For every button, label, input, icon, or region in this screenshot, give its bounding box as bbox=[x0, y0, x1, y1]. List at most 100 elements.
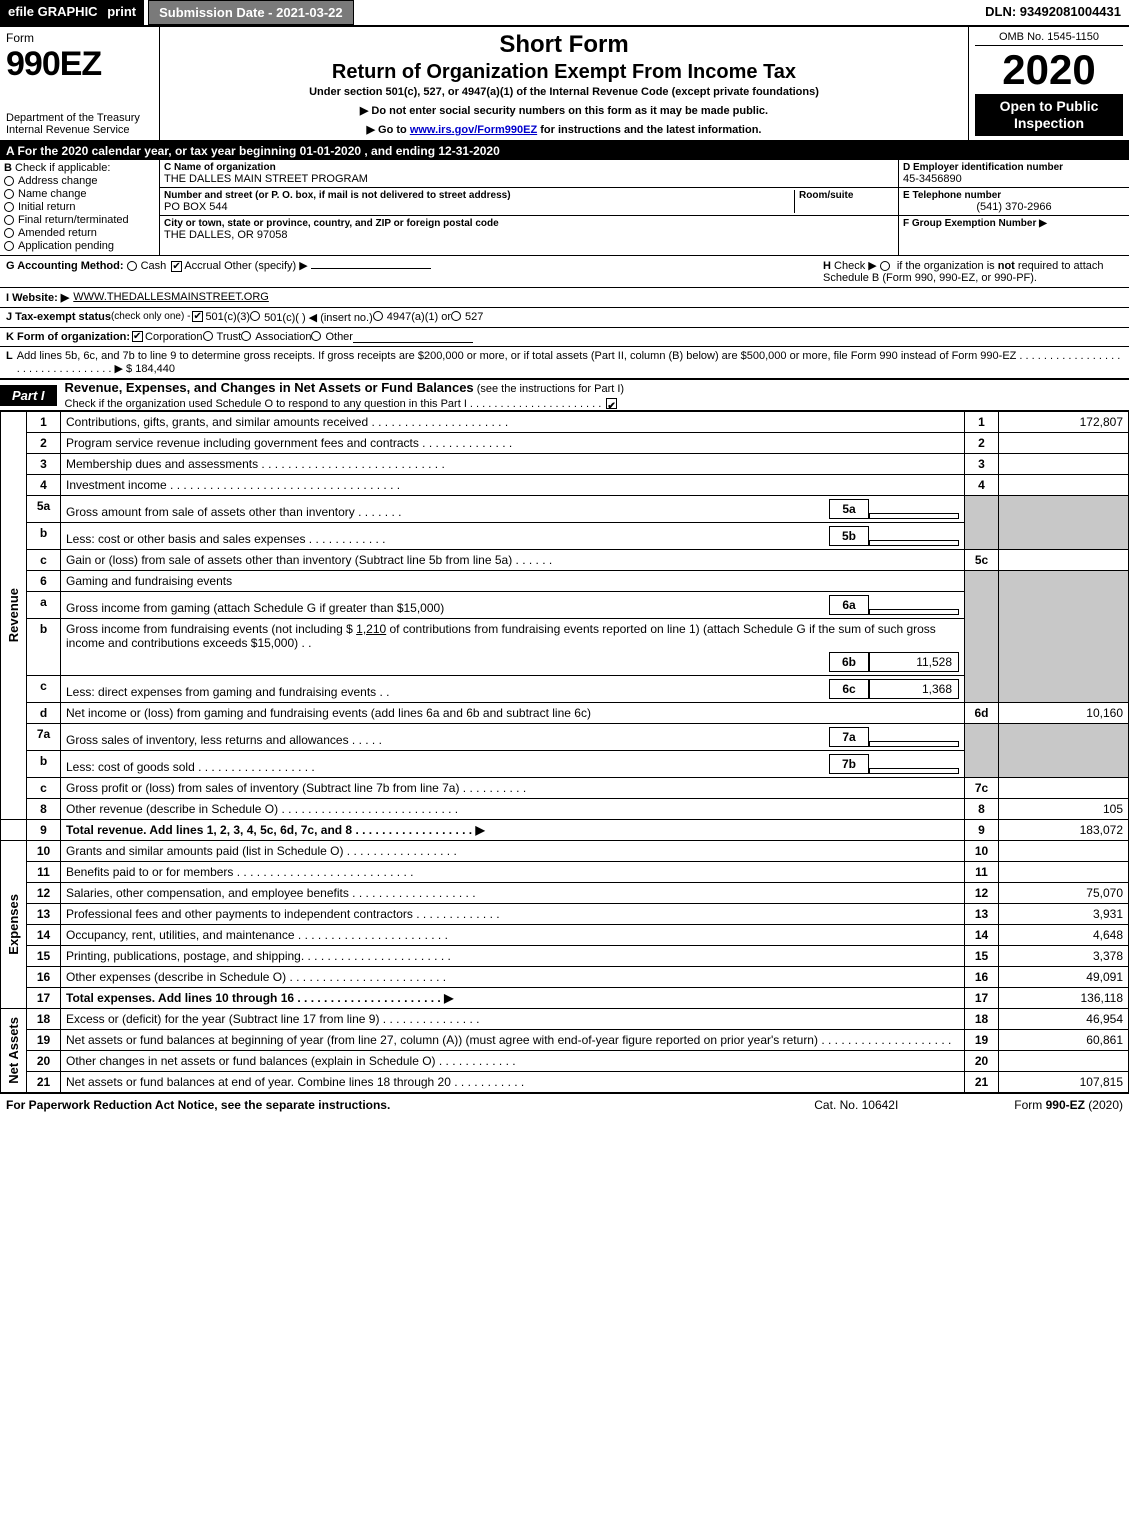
l6a-inner-amt bbox=[869, 609, 959, 615]
l7-shade bbox=[965, 724, 999, 778]
omb-number: OMB No. 1545-1150 bbox=[975, 31, 1123, 46]
l15-box: 15 bbox=[965, 946, 999, 967]
row-g-h: G Accounting Method: Cash Accrual Other … bbox=[0, 256, 1129, 288]
l5ab-shade-amt bbox=[999, 496, 1129, 550]
l5a-desc: Gross amount from sale of assets other t… bbox=[61, 496, 965, 523]
chk-address-change[interactable]: Address change bbox=[4, 175, 155, 187]
l13-num: 13 bbox=[27, 904, 61, 925]
h-text1: Check ▶ bbox=[834, 260, 880, 272]
j-label: J Tax-exempt status bbox=[6, 311, 111, 324]
l7-shade-amt bbox=[999, 724, 1129, 778]
c-name-label: C Name of organization bbox=[164, 162, 894, 173]
chk-other-org[interactable] bbox=[311, 331, 321, 341]
chk-final-return[interactable]: Final return/terminated bbox=[4, 214, 155, 226]
l6b-contrib-amt: 1,210 bbox=[356, 622, 386, 636]
irs-link[interactable]: www.irs.gov/Form990EZ bbox=[410, 124, 537, 136]
l5b-num: b bbox=[27, 523, 61, 550]
l1-desc: Contributions, gifts, grants, and simila… bbox=[61, 412, 965, 433]
l14-amt: 4,648 bbox=[999, 925, 1129, 946]
side-expenses: Expenses bbox=[1, 841, 27, 1009]
efile-text: efile GRAPHIC bbox=[8, 4, 98, 19]
short-form-title: Short Form bbox=[168, 31, 960, 59]
l1-num: 1 bbox=[27, 412, 61, 433]
phone-value: (541) 370-2966 bbox=[903, 201, 1125, 213]
l6b-inner-amt: 11,528 bbox=[869, 652, 959, 672]
l4-box: 4 bbox=[965, 475, 999, 496]
chk-cash[interactable] bbox=[127, 261, 137, 271]
l11-amt bbox=[999, 862, 1129, 883]
l20-desc: Other changes in net assets or fund bala… bbox=[61, 1051, 965, 1072]
i-label: I Website: ▶ bbox=[6, 291, 69, 304]
ein-value: 45-3456890 bbox=[903, 173, 1125, 185]
side-netassets: Net Assets bbox=[1, 1009, 27, 1093]
b-check-if: Check if applicable: bbox=[15, 162, 110, 174]
l8-amt: 105 bbox=[999, 799, 1129, 820]
chk-name-change[interactable]: Name change bbox=[4, 188, 155, 200]
l6d-num: d bbox=[27, 703, 61, 724]
l9-box: 9 bbox=[965, 820, 999, 841]
part1-table: Revenue 1 Contributions, gifts, grants, … bbox=[0, 411, 1129, 1093]
l6b-inner-box: 6b bbox=[829, 652, 869, 672]
l6a-inner-box: 6a bbox=[829, 595, 869, 615]
l5a-inner-amt bbox=[869, 513, 959, 519]
l20-amt bbox=[999, 1051, 1129, 1072]
chk-trust[interactable] bbox=[203, 331, 213, 341]
l15-desc: Printing, publications, postage, and shi… bbox=[61, 946, 965, 967]
chk-association[interactable] bbox=[241, 331, 251, 341]
line-a-tax-year: A For the 2020 calendar year, or tax yea… bbox=[0, 142, 1129, 160]
l2-num: 2 bbox=[27, 433, 61, 454]
l12-desc: Salaries, other compensation, and employ… bbox=[61, 883, 965, 904]
l12-amt: 75,070 bbox=[999, 883, 1129, 904]
chk-schedule-o[interactable] bbox=[606, 398, 617, 409]
website-value[interactable]: WWW.THEDALLESMAINSTREET.ORG bbox=[73, 291, 269, 304]
l17-box: 17 bbox=[965, 988, 999, 1009]
footer-form: Form 990-EZ (2020) bbox=[1014, 1098, 1123, 1112]
return-subtext: Under section 501(c), 527, or 4947(a)(1)… bbox=[168, 86, 960, 98]
l16-num: 16 bbox=[27, 967, 61, 988]
goto-line: ▶ Go to www.irs.gov/Form990EZ for instru… bbox=[168, 123, 960, 136]
chk-amended-return[interactable]: Amended return bbox=[4, 227, 155, 239]
chk-527[interactable] bbox=[451, 311, 461, 321]
chk-corporation[interactable] bbox=[132, 331, 143, 342]
chk-initial-return[interactable]: Initial return bbox=[4, 201, 155, 213]
goto-pre: ▶ Go to bbox=[367, 124, 410, 136]
l3-num: 3 bbox=[27, 454, 61, 475]
g-accounting: G Accounting Method: Cash Accrual Other … bbox=[6, 259, 823, 284]
l4-amt bbox=[999, 475, 1129, 496]
l17-amt: 136,118 bbox=[999, 988, 1129, 1009]
h-schedule-b: H Check ▶ if the organization is not req… bbox=[823, 259, 1123, 284]
form-word: Form bbox=[6, 31, 153, 45]
part1-header: Part I Revenue, Expenses, and Changes in… bbox=[0, 379, 1129, 411]
l8-num: 8 bbox=[27, 799, 61, 820]
l5c-desc: Gain or (loss) from sale of assets other… bbox=[61, 550, 965, 571]
j-note: (check only one) - bbox=[111, 311, 190, 324]
ssn-warning: ▶ Do not enter social security numbers o… bbox=[168, 104, 960, 117]
l18-num: 18 bbox=[27, 1009, 61, 1030]
l7a-inner-amt bbox=[869, 741, 959, 747]
side-revenue: Revenue bbox=[1, 412, 27, 820]
print-link[interactable]: print bbox=[107, 4, 136, 19]
section-c: C Name of organization THE DALLES MAIN S… bbox=[160, 160, 899, 255]
open-inspection: Open to Public Inspection bbox=[975, 94, 1123, 136]
l7a-num: 7a bbox=[27, 724, 61, 751]
h-text2: if the organization is bbox=[894, 260, 998, 272]
chk-501c3[interactable] bbox=[192, 311, 203, 322]
l10-box: 10 bbox=[965, 841, 999, 862]
l3-amt bbox=[999, 454, 1129, 475]
chk-501c[interactable] bbox=[250, 311, 260, 321]
l4-desc: Investment income . . . . . . . . . . . … bbox=[61, 475, 965, 496]
l5b-inner-box: 5b bbox=[829, 526, 869, 546]
return-title: Return of Organization Exempt From Incom… bbox=[168, 61, 960, 84]
chk-4947[interactable] bbox=[373, 311, 383, 321]
l7b-inner-amt bbox=[869, 768, 959, 774]
chk-h[interactable] bbox=[880, 261, 890, 271]
c-city-label: City or town, state or province, country… bbox=[164, 218, 894, 229]
chk-application-pending[interactable]: Application pending bbox=[4, 240, 155, 252]
h-not: not bbox=[998, 260, 1015, 272]
l19-amt: 60,861 bbox=[999, 1030, 1129, 1051]
l19-desc: Net assets or fund balances at beginning… bbox=[61, 1030, 965, 1051]
l18-amt: 46,954 bbox=[999, 1009, 1129, 1030]
l12-box: 12 bbox=[965, 883, 999, 904]
chk-accrual[interactable] bbox=[171, 261, 182, 272]
l16-desc: Other expenses (describe in Schedule O) … bbox=[61, 967, 965, 988]
